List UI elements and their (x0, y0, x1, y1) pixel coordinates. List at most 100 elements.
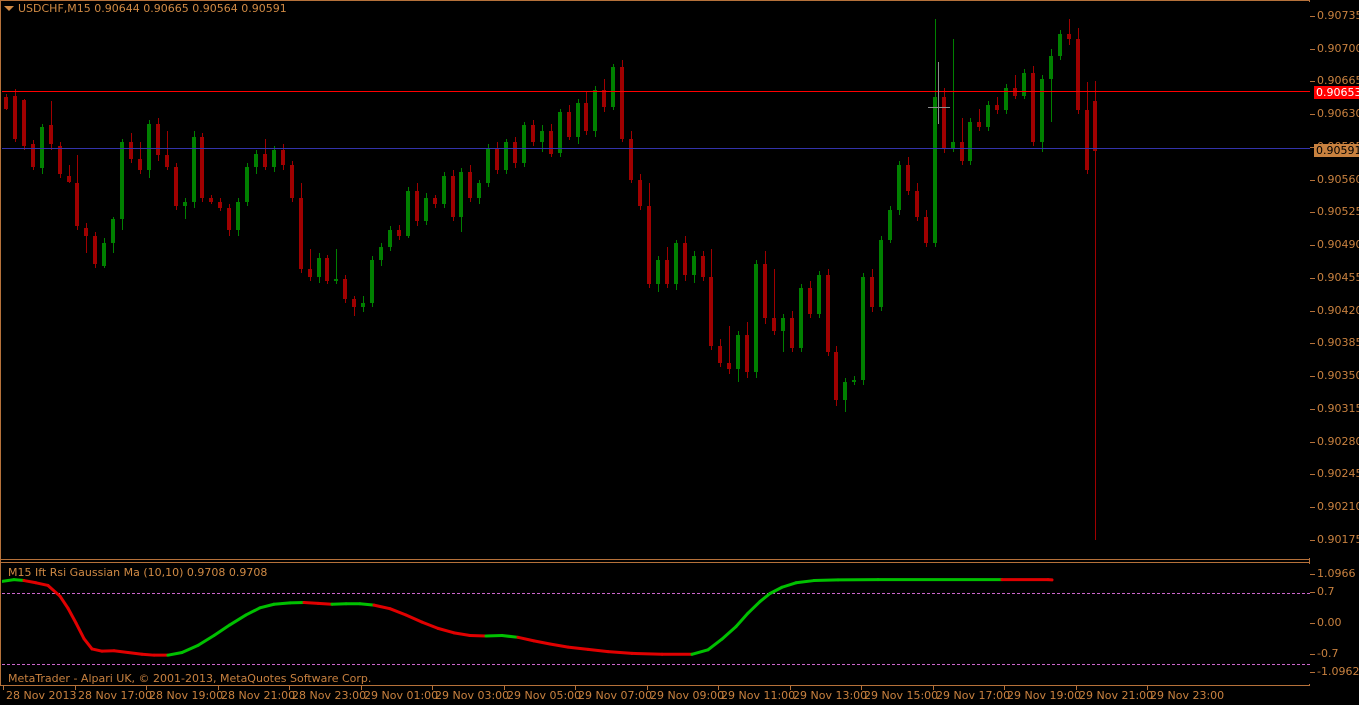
indicator-segment (46, 583, 62, 598)
indicator-segment (606, 650, 634, 655)
indicator-segment (316, 601, 334, 606)
indicator-segment (196, 634, 216, 647)
candle-body (281, 149, 285, 165)
price-scale-tick (1310, 343, 1315, 344)
candle-body (843, 381, 847, 401)
candle-wick (140, 142, 141, 175)
candle-body (102, 243, 106, 266)
price-chart-pane[interactable] (2, 2, 1310, 558)
time-scale-tick (718, 686, 719, 690)
candle-body (977, 121, 981, 128)
indicator-segment (258, 602, 276, 610)
candle-body (504, 142, 508, 171)
candle-body (647, 205, 651, 285)
level-line-upper (2, 593, 1310, 594)
indicator-segment (112, 649, 130, 655)
candle-body (424, 198, 428, 221)
indicator-segment (140, 652, 156, 657)
candle-body (968, 121, 972, 161)
price-scale-tick (1310, 409, 1315, 410)
indicator-segment (780, 581, 798, 589)
indicator-segment (166, 651, 184, 657)
price-scale[interactable]: 0.907350.907000.906650.906300.905950.905… (1310, 0, 1359, 686)
candle-body (558, 112, 562, 154)
time-scale-label: 29 Nov 09:00 (650, 689, 725, 702)
chevron-down-icon[interactable] (4, 6, 14, 11)
time-scale-label: 29 Nov 07:00 (578, 689, 653, 702)
candle-body (415, 190, 419, 221)
indicator-segment (734, 611, 750, 629)
indicator-segment (74, 621, 86, 641)
candle-body (397, 230, 401, 236)
indicator-segment (758, 592, 772, 604)
candle-body (343, 278, 347, 300)
candle-body (674, 243, 678, 285)
indicator-scale-label: 1.0966 (1317, 567, 1356, 580)
indicator-scale-tick (1310, 574, 1315, 575)
candle-body (192, 136, 196, 203)
ask-price-line[interactable] (2, 148, 1310, 149)
time-scale-tick (361, 686, 362, 690)
time-scale-label: 29 Nov 03:00 (435, 689, 510, 702)
ask-price-label: 0.90591 (1314, 144, 1359, 157)
time-scale-tick (289, 686, 290, 690)
indicator-scale-label: 0.00 (1317, 616, 1342, 629)
candle-body (1049, 56, 1053, 79)
time-scale-label: 29 Nov 13:00 (793, 689, 868, 702)
time-scale-tick (790, 686, 791, 690)
candle-body (1093, 101, 1097, 151)
indicator-segment (630, 651, 664, 656)
candle-body (513, 142, 517, 163)
candle-body (611, 67, 615, 107)
candle-body (897, 164, 901, 210)
candle-body (692, 256, 696, 276)
candle-body (334, 278, 338, 281)
indicator-subwindow[interactable]: M15 Ift Rsi Gaussian Ma (10,10) 0.9708 0… (2, 564, 1310, 684)
candle-body (227, 207, 231, 231)
candle-body (834, 351, 838, 401)
indicator-line-series (2, 578, 1054, 657)
candle-body (49, 125, 53, 145)
indicator-segment (66, 606, 78, 625)
candle-body (370, 260, 374, 304)
time-scale-tick (933, 686, 934, 690)
candle-body (522, 125, 526, 163)
price-scale-tick (1310, 147, 1315, 148)
candle-body (406, 190, 410, 236)
indicator-segment (452, 631, 472, 638)
candle-body (93, 235, 97, 264)
indicator-segment (768, 585, 784, 596)
price-scale-label: 0.90630 (1317, 107, 1359, 120)
candle-body (790, 318, 794, 349)
time-scale-tick (3, 686, 4, 690)
candle-wick (310, 248, 311, 281)
candle-body (200, 136, 204, 199)
candle-body (817, 275, 821, 315)
indicator-scale-tick (1310, 672, 1315, 673)
indicator-segment (532, 639, 552, 646)
price-scale-label: 0.90525 (1317, 205, 1359, 218)
candle-body (727, 363, 731, 369)
indicator-segment (516, 635, 536, 643)
candle-body (290, 164, 294, 199)
time-scale[interactable]: 28 Nov 2013 28 Nov 17:00 28 Nov 19:00 28 No… (0, 686, 1359, 705)
frame-bottom (0, 685, 1359, 686)
indicator-segment (90, 647, 104, 653)
frame-top (0, 0, 1310, 1)
indicator-segment (302, 600, 320, 605)
time-scale-label: 29 Nov 01:00 (364, 689, 439, 702)
candle-wick (86, 222, 87, 253)
bid-price-line[interactable] (2, 91, 1310, 92)
time-scale-tick (647, 686, 648, 690)
candle-body (879, 239, 883, 307)
candle-body (388, 230, 392, 248)
price-scale-label: 0.90385 (1317, 336, 1359, 349)
chart-title: USDCHF,M15 0.90644 0.90665 0.90564 0.905… (18, 2, 287, 15)
candle-body (701, 256, 705, 277)
indicator-segment (690, 648, 710, 656)
candle-body (13, 95, 17, 139)
indicator-segment (746, 600, 762, 615)
candle-body (317, 258, 321, 277)
price-scale-tick (1310, 245, 1315, 246)
price-scale-tick (1310, 16, 1315, 17)
